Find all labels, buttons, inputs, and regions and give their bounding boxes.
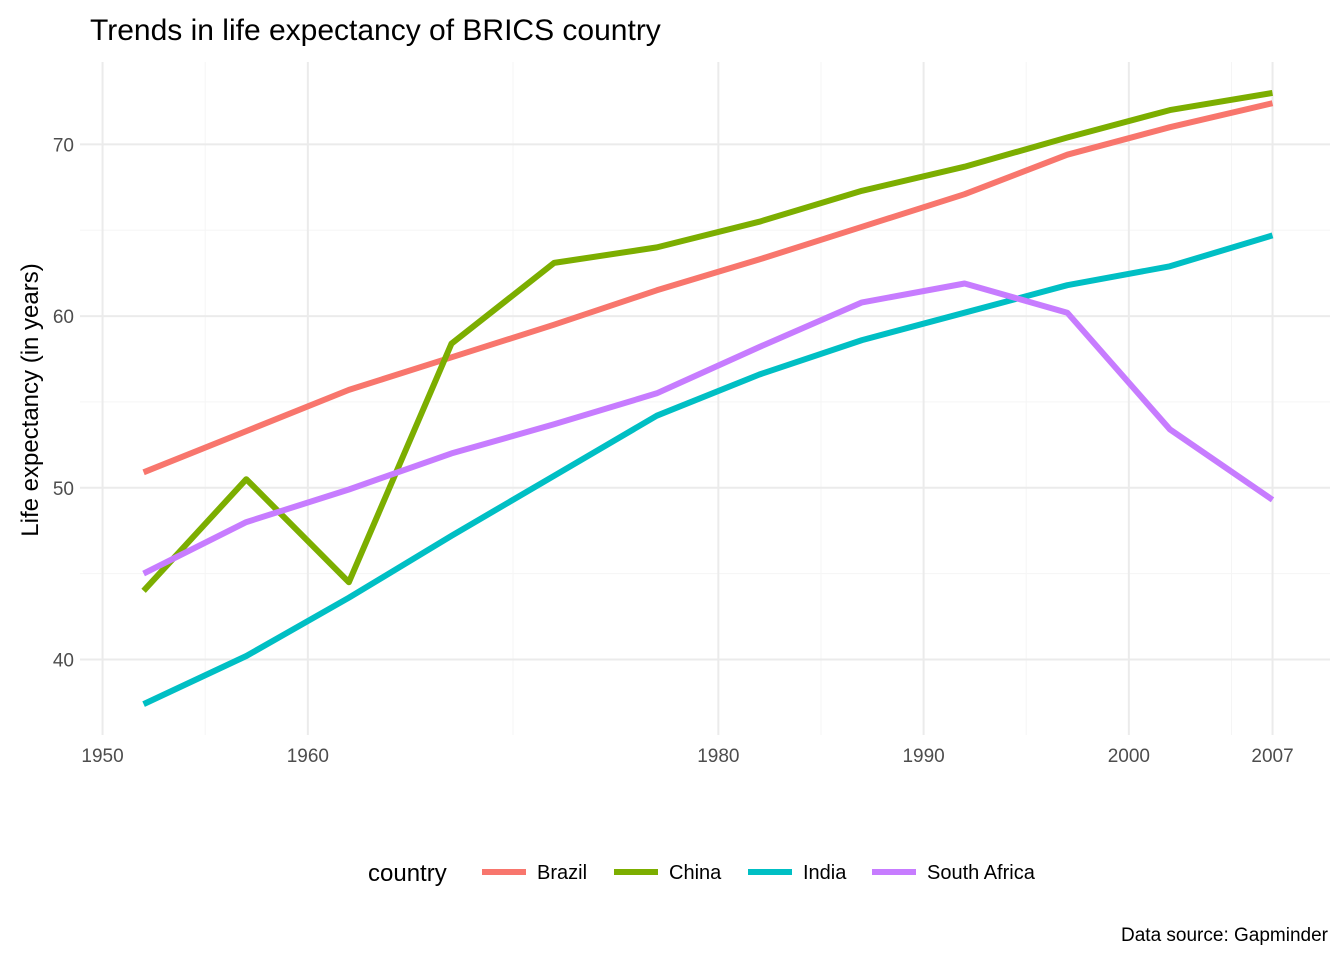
- legend-label-china: China: [669, 862, 722, 884]
- x-tick-label: 2007: [1251, 746, 1293, 767]
- caption: Data source: Gapminder: [1121, 925, 1329, 946]
- chart-title: Trends in life expectancy of BRICS count…: [90, 14, 661, 47]
- x-axis-ticks: 1950 1960 1980 1990 2000 2007: [81, 746, 1293, 767]
- legend-title: country: [368, 860, 447, 887]
- x-tick-label: 1960: [287, 746, 329, 767]
- legend-label-brazil: Brazil: [537, 862, 587, 884]
- series-lines: [141, 89, 1275, 707]
- y-tick-label: 50: [53, 479, 74, 500]
- legend: country Brazil China India South Africa: [368, 860, 1036, 887]
- x-tick-label: 1980: [697, 746, 739, 767]
- y-axis-label: Life expectancy (in years): [17, 263, 44, 536]
- series-line-india: [142, 232, 1274, 707]
- x-tick-label: 2000: [1108, 746, 1150, 767]
- y-tick-label: 60: [53, 307, 74, 328]
- x-tick-label: 1950: [81, 746, 123, 767]
- series-line-brazil: [142, 100, 1274, 476]
- y-tick-label: 40: [53, 650, 74, 671]
- series-line-china: [141, 89, 1273, 593]
- x-tick-label: 1990: [902, 746, 944, 767]
- y-tick-label: 70: [53, 135, 74, 156]
- legend-label-india: India: [803, 862, 847, 884]
- y-axis-ticks: 40 50 60 70: [53, 135, 74, 671]
- legend-label-south-africa: South Africa: [927, 862, 1036, 884]
- series-line-south-africa: [142, 280, 1275, 577]
